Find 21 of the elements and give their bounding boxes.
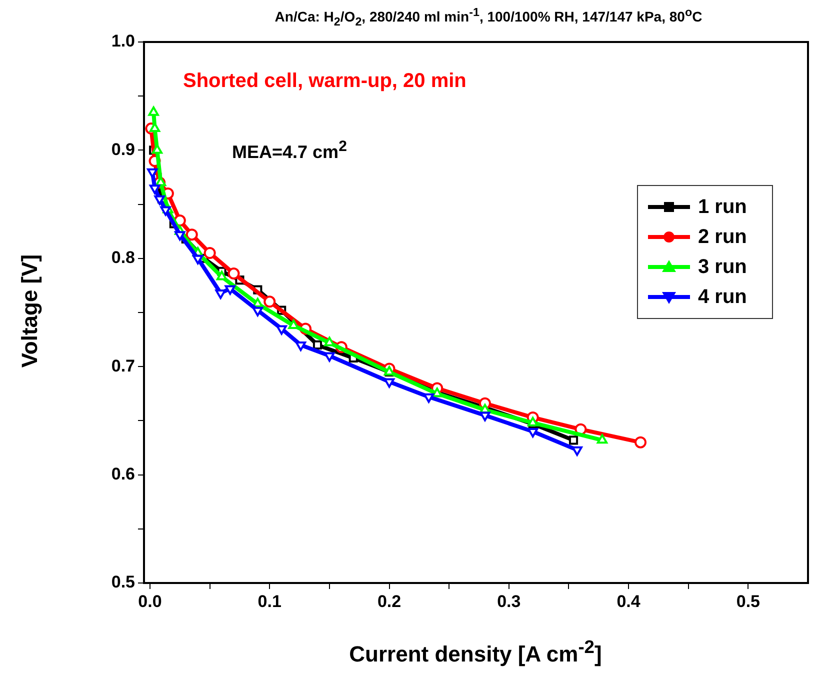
y-tick-label: 1.0 bbox=[111, 32, 135, 51]
x-axis-title: Current density [A cm$^{-2}$] bbox=[348, 636, 603, 668]
y-tick-label: 0.5 bbox=[111, 572, 135, 592]
annotation: MEA=4.7 cm$^{2}$ bbox=[232, 138, 347, 163]
y-tick-label: 0.8 bbox=[111, 248, 135, 268]
legend-label: 3 run bbox=[698, 256, 747, 278]
x-tick-label: 0.4 bbox=[616, 592, 641, 611]
legend-label: 2 run bbox=[698, 226, 747, 248]
annotation: Shorted cell, warm-up, 20 min bbox=[183, 70, 466, 93]
y-tick-label: 0.9 bbox=[111, 140, 135, 159]
x-tick-label: 0.3 bbox=[497, 592, 521, 611]
chart-title: An/Ca: H$_{2}$/O$_{2}$, 280/240 ml min$^{-1}$, 100/100% RH, 147/147 kPa, 80$^{o}$C bbox=[274, 6, 702, 28]
x-tick-label: 0.5 bbox=[736, 592, 760, 611]
x-tick-label: 0.1 bbox=[258, 592, 282, 611]
y-tick-label: 0.7 bbox=[111, 356, 135, 376]
legend-label: 4 run bbox=[698, 286, 747, 308]
legend-label: 1 run bbox=[698, 196, 747, 218]
y-axis-title: Voltage [V] bbox=[17, 253, 43, 370]
x-tick-label: 0.0 bbox=[138, 592, 162, 611]
y-tick-label: 0.6 bbox=[111, 464, 135, 484]
x-tick-label: 0.2 bbox=[377, 592, 402, 611]
